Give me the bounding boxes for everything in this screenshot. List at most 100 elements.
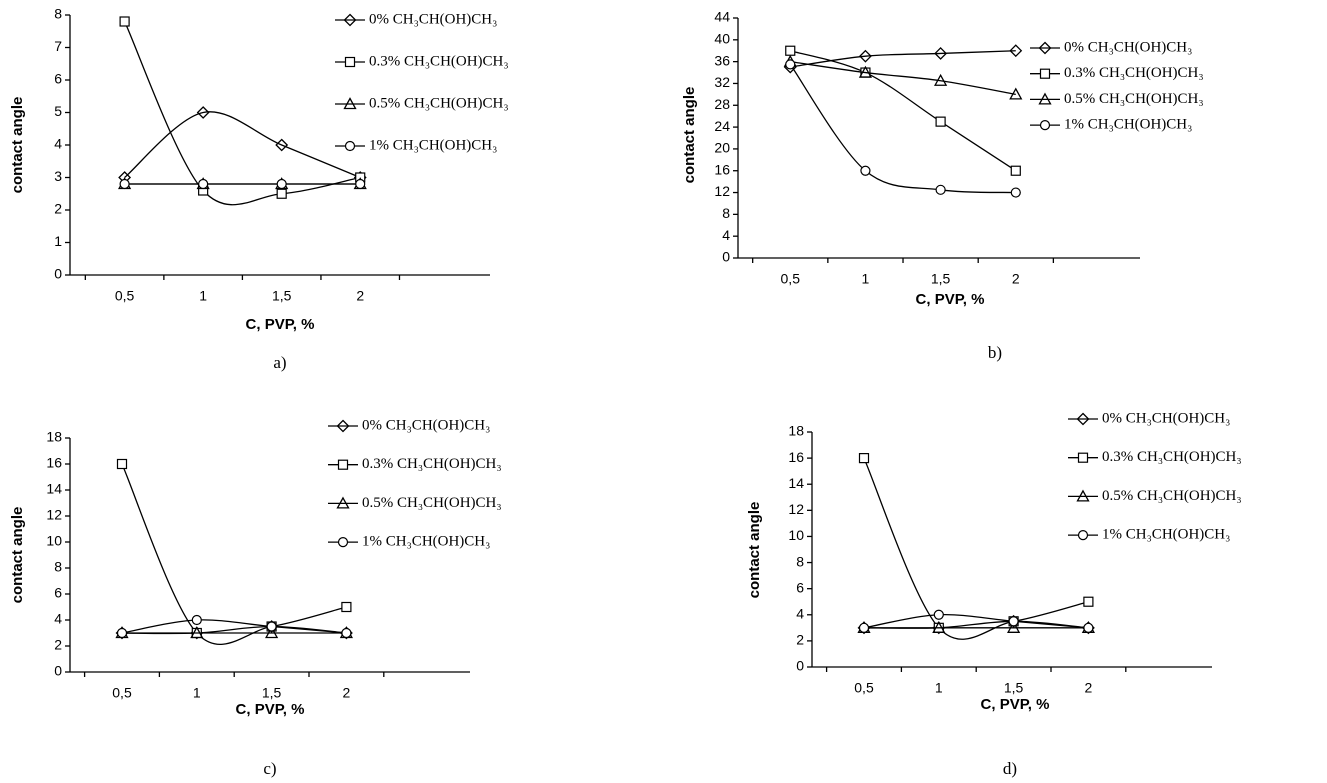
y-tick-label: 0: [54, 266, 62, 282]
y-tick-label: 1: [54, 233, 62, 249]
legend-marker: [1076, 412, 1090, 426]
caption: a): [273, 353, 286, 372]
y-tick-label: 44: [714, 9, 730, 25]
x-tick-label: 1,5: [1004, 680, 1024, 696]
y-tick-label: 8: [722, 205, 730, 221]
y-tick-label: 6: [54, 71, 62, 87]
marker: [1083, 622, 1094, 633]
legend-marker: [1038, 41, 1052, 55]
marker: [785, 45, 796, 56]
marker: [191, 614, 202, 626]
marker: [275, 138, 289, 152]
legend-label: 0% CH₃CH(OH)CH₃: [362, 417, 490, 433]
y-tick-label: 6: [796, 579, 804, 595]
marker: [196, 106, 210, 119]
legend-label: 0.5% CH₃CH(OH)CH₃: [1064, 91, 1204, 107]
marker: [198, 178, 209, 190]
legend-marker: [337, 536, 349, 548]
marker: [1083, 596, 1094, 607]
x-tick-label: 2: [343, 685, 351, 701]
y-axis-label: contact angle: [681, 87, 698, 184]
marker: [934, 47, 948, 60]
legend-label: 0.3% CH₃CH(OH)CH₃: [369, 53, 509, 69]
marker: [785, 59, 796, 70]
marker: [119, 16, 130, 27]
x-tick-label: 1: [193, 685, 201, 701]
y-axis-label: contact angle: [746, 502, 763, 599]
y-tick-label: 0: [796, 658, 804, 674]
legend-label: 0.5% CH₃CH(OH)CH₃: [362, 495, 502, 511]
marker: [276, 188, 287, 199]
x-tick-label: 2: [356, 288, 364, 304]
y-tick-label: 16: [788, 449, 804, 465]
y-tick-label: 2: [796, 632, 804, 648]
caption: c): [263, 759, 276, 778]
legend-marker: [1077, 529, 1089, 541]
y-tick-label: 12: [714, 183, 730, 199]
series-line: [121, 463, 347, 645]
y-tick-label: 3: [54, 168, 62, 184]
marker: [932, 620, 946, 633]
legend-marker: [343, 97, 357, 110]
x-tick-label: 1,5: [272, 288, 292, 304]
legend-label: 1% CH₃CH(OH)CH₃: [369, 137, 497, 153]
legend-label: 0.3% CH₃CH(OH)CH₃: [1102, 449, 1242, 465]
caption: d): [1003, 759, 1017, 778]
legend-marker: [1077, 452, 1089, 463]
y-tick-label: 6: [54, 585, 62, 601]
y-tick-label: 18: [788, 423, 804, 439]
y-tick-label: 8: [54, 6, 62, 22]
y-tick-label: 10: [788, 527, 804, 543]
y-tick-label: 32: [714, 74, 730, 90]
x-tick-label: 0,5: [112, 685, 132, 701]
marker: [265, 626, 279, 639]
marker: [1009, 87, 1023, 100]
x-tick-label: 1: [935, 680, 943, 696]
y-tick-label: 4: [54, 136, 62, 152]
y-tick-label: 20: [714, 140, 730, 156]
legend-marker: [1038, 92, 1052, 105]
legend-label: 0.3% CH₃CH(OH)CH₃: [1064, 65, 1204, 81]
legend-label: 0.5% CH₃CH(OH)CH₃: [369, 95, 509, 111]
y-tick-label: 18: [46, 429, 62, 445]
marker: [116, 627, 128, 639]
series-line: [863, 613, 1089, 629]
marker: [933, 609, 944, 620]
marker: [119, 178, 130, 190]
y-tick-label: 14: [788, 475, 804, 491]
legend-marker: [1039, 119, 1051, 131]
y-tick-label: 2: [54, 201, 62, 217]
marker: [355, 178, 366, 190]
marker: [858, 65, 873, 78]
y-tick-label: 4: [796, 605, 804, 621]
series-line: [863, 457, 1089, 640]
y-tick-label: 0: [722, 249, 730, 265]
y-tick-label: 28: [714, 96, 730, 112]
x-tick-label: 0,5: [115, 288, 135, 304]
y-axis-label: contact angle: [9, 97, 26, 194]
y-tick-label: 4: [722, 227, 730, 243]
legend-label: 0% CH₃CH(OH)CH₃: [1064, 39, 1192, 55]
y-tick-label: 12: [788, 501, 804, 517]
legend-marker: [1076, 489, 1090, 502]
legend-marker: [336, 419, 350, 433]
y-tick-label: 7: [54, 38, 62, 54]
marker: [1009, 44, 1023, 58]
x-tick-label: 0,5: [781, 271, 801, 287]
x-tick-label: 1,5: [262, 685, 282, 701]
y-axis-label: contact angle: [9, 507, 26, 604]
series-line: [789, 63, 1016, 194]
y-tick-label: 16: [714, 161, 730, 177]
x-tick-label: 1: [862, 271, 870, 287]
y-tick-label: 24: [714, 118, 730, 134]
x-tick-label: 0,5: [854, 680, 874, 696]
series-line: [121, 619, 347, 634]
marker: [858, 622, 870, 633]
marker: [266, 621, 277, 632]
x-tick-label: 2: [1085, 680, 1093, 696]
y-tick-label: 8: [796, 553, 804, 569]
legend-marker: [344, 140, 356, 152]
marker: [116, 458, 128, 470]
marker: [276, 178, 287, 190]
